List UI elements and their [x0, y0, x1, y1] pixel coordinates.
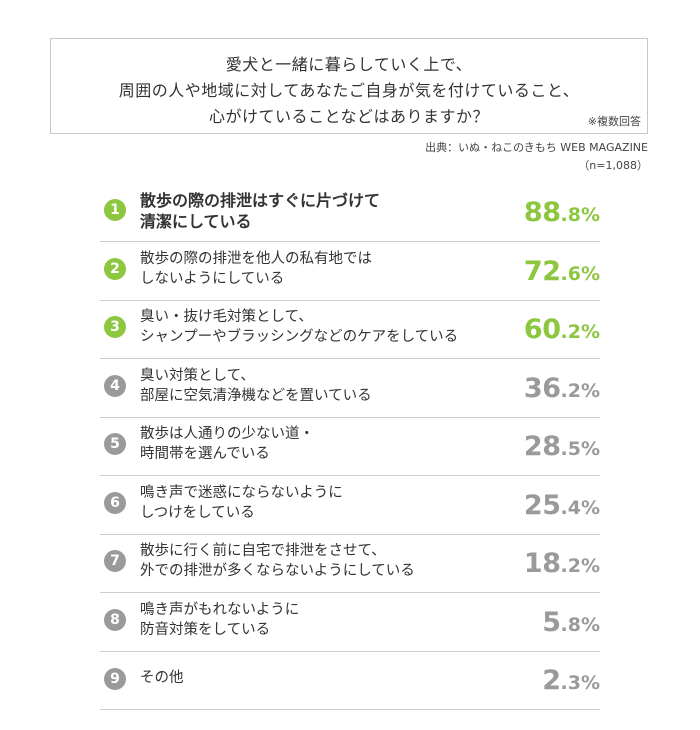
- percentage-decimal: .6: [560, 262, 581, 285]
- percentage-integer: 72: [523, 255, 561, 287]
- item-label-line: 防音対策をしている: [140, 621, 271, 638]
- item-label-line: その他: [140, 670, 184, 686]
- item-label-line: 散歩の際の排泄はすぐに片づけて: [140, 191, 381, 210]
- percentage-value: 60.2%: [524, 314, 600, 345]
- result-row: 3 臭い・抜け毛対策として、シャンプーやブラッシングなどのケアをしている 60.2%: [100, 300, 600, 359]
- question-line-1: 愛犬と一緒に暮らしていく上で、: [225, 55, 473, 74]
- result-row: 1 散歩の際の排泄はすぐに片づけて 清潔にしている 88.8%: [100, 183, 600, 242]
- result-row: 2 散歩の際の排泄を他人の私有地では しないようにしている 72.6%: [100, 242, 600, 301]
- percentage-integer: 25: [523, 489, 561, 521]
- result-row: 9 その他 2.3%: [100, 651, 600, 710]
- result-row: 8 鳴き声がもれないように 防音対策をしている 5.8%: [100, 593, 600, 652]
- rank-badge: 8: [104, 608, 126, 631]
- item-label-line: 外での排泄が多くならないようにしている: [140, 563, 415, 579]
- item-label-line: 清潔にしている: [140, 212, 252, 231]
- rank-badge: 7: [104, 550, 126, 572]
- result-row: 7 散歩に行く前に自宅で排泄をさせて、外での排泄が多くならないようにしている 18.…: [100, 534, 600, 593]
- question-box: 愛犬と一緒に暮らしていく上で、 周囲の人や地域に対してあなたご自身が気を付けてい…: [50, 38, 648, 134]
- percentage-value: 18.2%: [524, 548, 600, 579]
- percent-sign: %: [580, 379, 600, 402]
- item-label-line: 時間帯を選んでいる: [140, 446, 270, 462]
- item-label: 鳴き声で迷惑にならないように しつけをしている: [140, 483, 343, 523]
- question-line-2: 周囲の人や地域に対してあなたご自身が気を付けていること、: [118, 81, 580, 100]
- item-label: 臭い・抜け毛対策として、シャンプーやブラッシングなどのケアをしている: [140, 307, 458, 347]
- percentage-integer: 18: [523, 548, 561, 579]
- item-label-line: 鳴き声がもれないように: [140, 601, 300, 618]
- result-row: 4 臭い対策として、部屋に空気清浄機などを置いている 36.2%: [100, 359, 600, 418]
- percent-sign: %: [580, 555, 600, 577]
- percentage-value: 28.5%: [524, 431, 600, 462]
- percentage-decimal: .8: [560, 613, 581, 636]
- item-label: その他: [140, 668, 184, 688]
- percentage-integer: 36: [523, 372, 561, 404]
- percentage-decimal: .2: [560, 555, 581, 577]
- percentage-decimal: .2: [560, 379, 581, 402]
- item-label: 鳴き声がもれないように 防音対策をしている: [140, 600, 299, 640]
- percentage-decimal: .3: [560, 672, 581, 694]
- item-label-line: 臭い対策として、: [140, 367, 255, 384]
- rank-badge: 5: [104, 433, 126, 455]
- percentage-value: 2.3%: [542, 665, 600, 696]
- item-label-line: 散歩は人通りの少ない道・: [140, 426, 314, 442]
- item-label-line: しないようにしている: [140, 270, 285, 287]
- item-label: 散歩の際の排泄を他人の私有地では しないようにしている: [140, 249, 372, 289]
- percentage-value: 72.6%: [524, 256, 600, 287]
- percentage-decimal: .5: [560, 438, 581, 460]
- item-label-line: 散歩に行く前に自宅で排泄をさせて、: [140, 543, 386, 559]
- percentage-integer: 5: [542, 606, 561, 638]
- item-label-line: しつけをしている: [140, 504, 255, 521]
- percentage-decimal: .2: [560, 321, 581, 343]
- percentage-decimal: .4: [560, 496, 581, 519]
- result-row: 5 散歩は人通りの少ない道・ 時間帯を選んでいる 28.5%: [100, 417, 600, 476]
- rank-badge: 6: [104, 491, 126, 514]
- percentage-decimal: .8: [560, 204, 581, 226]
- percentage-integer: 2: [542, 665, 561, 696]
- item-label: 散歩の際の排泄はすぐに片づけて 清潔にしている: [140, 190, 380, 232]
- rank-badge: 3: [104, 316, 126, 338]
- percentage-value: 36.2%: [524, 373, 600, 404]
- percent-sign: %: [580, 204, 600, 226]
- item-label: 散歩に行く前に自宅で排泄をさせて、外での排泄が多くならないようにしている: [140, 541, 415, 581]
- percentage-integer: 88: [523, 197, 561, 228]
- item-label-line: シャンプーやブラッシングなどのケアをしている: [140, 329, 459, 345]
- percentage-value: 5.8%: [542, 607, 600, 638]
- percent-sign: %: [580, 672, 600, 694]
- percentage-integer: 60: [523, 314, 561, 345]
- percent-sign: %: [580, 613, 600, 636]
- percent-sign: %: [580, 262, 600, 285]
- rank-badge: 1: [104, 199, 126, 221]
- percentage-value: 88.8%: [524, 197, 600, 228]
- item-label-line: 散歩の際の排泄を他人の私有地では: [140, 250, 372, 267]
- rank-badge: 9: [104, 668, 126, 690]
- rank-badge: 4: [104, 374, 126, 397]
- item-label: 散歩は人通りの少ない道・ 時間帯を選んでいる: [140, 424, 314, 464]
- percent-sign: %: [580, 496, 600, 519]
- percentage-value: 25.4%: [524, 490, 600, 521]
- item-label-line: 鳴き声で迷惑にならないように: [140, 484, 343, 501]
- item-label-line: 部屋に空気清浄機などを置いている: [140, 387, 372, 404]
- multiple-answer-note: ※複数回答: [587, 115, 641, 128]
- item-label-line: 臭い・抜け毛対策として、: [140, 309, 313, 325]
- question-line-3: 心がけていることなどはありますか？: [208, 107, 490, 126]
- source-credit: 出典：いぬ・ねこのきもち WEB MAGAZINE: [425, 141, 648, 154]
- percent-sign: %: [580, 438, 600, 460]
- percent-sign: %: [580, 321, 600, 343]
- result-row: 6 鳴き声で迷惑にならないように しつけをしている 25.4%: [100, 476, 600, 535]
- item-label: 臭い対策として、部屋に空気清浄機などを置いている: [140, 366, 372, 406]
- percentage-integer: 28: [523, 431, 561, 462]
- sample-size: （n=1,088）: [578, 159, 648, 172]
- rank-badge: 2: [104, 257, 126, 280]
